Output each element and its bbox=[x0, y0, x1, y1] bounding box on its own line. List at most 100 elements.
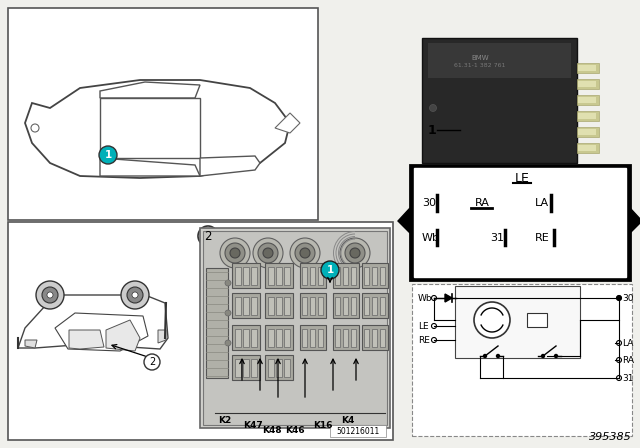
Bar bbox=[235, 267, 241, 285]
Bar bbox=[8, 222, 393, 440]
Bar bbox=[372, 329, 377, 347]
Bar bbox=[455, 286, 580, 358]
Bar bbox=[251, 329, 257, 347]
Circle shape bbox=[225, 340, 231, 346]
Bar bbox=[251, 359, 257, 377]
Text: 501216011: 501216011 bbox=[337, 426, 380, 435]
Polygon shape bbox=[275, 113, 300, 133]
Bar bbox=[335, 329, 340, 347]
Bar bbox=[206, 268, 228, 378]
Text: K16: K16 bbox=[313, 421, 333, 430]
Circle shape bbox=[340, 238, 370, 268]
Bar bbox=[410, 165, 630, 280]
Bar bbox=[335, 297, 340, 315]
Text: 1: 1 bbox=[104, 150, 111, 160]
Circle shape bbox=[225, 243, 245, 263]
Bar bbox=[300, 325, 326, 350]
Bar bbox=[428, 43, 571, 78]
Text: 30: 30 bbox=[422, 198, 436, 208]
Bar bbox=[276, 267, 282, 285]
Text: 1: 1 bbox=[428, 124, 436, 137]
Circle shape bbox=[474, 302, 510, 338]
Text: BMW: BMW bbox=[471, 55, 489, 61]
Circle shape bbox=[36, 281, 64, 309]
Circle shape bbox=[31, 124, 39, 132]
Circle shape bbox=[616, 296, 621, 301]
Circle shape bbox=[258, 243, 278, 263]
Text: 1: 1 bbox=[326, 265, 333, 275]
Polygon shape bbox=[445, 294, 452, 302]
Bar bbox=[577, 127, 599, 137]
Text: LA: LA bbox=[622, 339, 634, 348]
Bar bbox=[578, 145, 596, 151]
Text: LA: LA bbox=[535, 198, 549, 208]
Text: RA: RA bbox=[622, 356, 634, 365]
Bar bbox=[310, 267, 315, 285]
Bar bbox=[232, 325, 260, 350]
Bar bbox=[235, 329, 241, 347]
Circle shape bbox=[616, 375, 621, 380]
Bar bbox=[414, 168, 626, 277]
Bar bbox=[300, 293, 326, 318]
Bar bbox=[235, 297, 241, 315]
Circle shape bbox=[127, 287, 143, 303]
Circle shape bbox=[497, 354, 499, 358]
Text: K48: K48 bbox=[262, 426, 282, 435]
Text: 61.31-1 382 761: 61.31-1 382 761 bbox=[454, 63, 506, 68]
Bar bbox=[284, 267, 290, 285]
Circle shape bbox=[220, 238, 250, 268]
Text: 31: 31 bbox=[490, 233, 504, 243]
Bar bbox=[284, 297, 290, 315]
Bar bbox=[577, 79, 599, 89]
Bar bbox=[232, 263, 260, 288]
Bar bbox=[577, 143, 599, 153]
Polygon shape bbox=[100, 158, 200, 176]
Bar bbox=[243, 329, 249, 347]
Bar bbox=[243, 267, 249, 285]
Text: Wb: Wb bbox=[422, 233, 440, 243]
Bar bbox=[577, 63, 599, 73]
Polygon shape bbox=[158, 330, 166, 343]
Bar bbox=[527, 313, 547, 327]
Circle shape bbox=[350, 248, 360, 258]
Bar bbox=[351, 297, 356, 315]
Text: K4: K4 bbox=[341, 415, 355, 425]
Circle shape bbox=[132, 292, 138, 298]
Bar bbox=[351, 329, 356, 347]
Text: LE: LE bbox=[418, 322, 429, 331]
Bar bbox=[333, 325, 359, 350]
Bar bbox=[302, 329, 307, 347]
Circle shape bbox=[617, 296, 621, 300]
Circle shape bbox=[321, 261, 339, 279]
Bar bbox=[364, 267, 369, 285]
Bar bbox=[343, 267, 348, 285]
Bar bbox=[302, 267, 307, 285]
Circle shape bbox=[541, 354, 545, 358]
Polygon shape bbox=[630, 208, 640, 233]
Polygon shape bbox=[25, 80, 290, 178]
Bar bbox=[232, 355, 260, 380]
Bar bbox=[364, 297, 369, 315]
Text: 30: 30 bbox=[622, 293, 634, 302]
Circle shape bbox=[253, 238, 283, 268]
Circle shape bbox=[554, 354, 557, 358]
Circle shape bbox=[263, 248, 273, 258]
Bar bbox=[333, 263, 359, 288]
Bar bbox=[268, 359, 274, 377]
Text: LE: LE bbox=[515, 172, 529, 185]
Bar bbox=[300, 263, 326, 288]
Bar bbox=[265, 355, 293, 380]
Bar bbox=[243, 359, 249, 377]
Bar bbox=[8, 8, 318, 220]
Circle shape bbox=[616, 358, 621, 362]
Bar bbox=[372, 297, 377, 315]
Bar bbox=[412, 284, 632, 436]
Bar bbox=[578, 97, 596, 103]
Bar bbox=[200, 228, 390, 428]
Circle shape bbox=[345, 243, 365, 263]
Bar bbox=[268, 267, 274, 285]
Circle shape bbox=[431, 337, 436, 343]
Bar bbox=[577, 111, 599, 121]
Circle shape bbox=[429, 104, 436, 112]
Circle shape bbox=[431, 296, 436, 301]
